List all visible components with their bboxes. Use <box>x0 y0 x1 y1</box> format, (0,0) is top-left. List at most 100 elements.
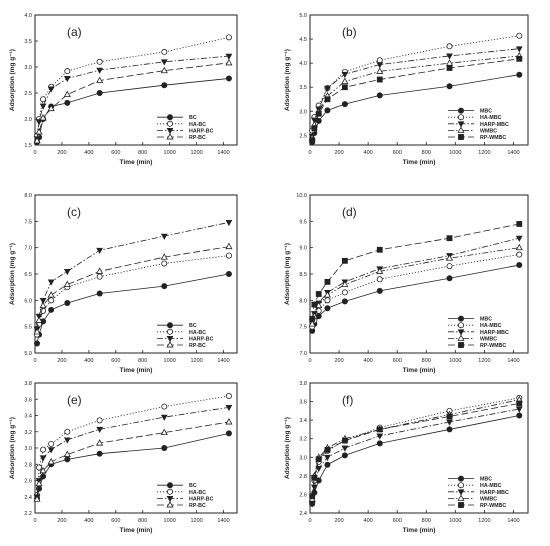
legend-label: MBC <box>480 477 492 483</box>
data-point-ha-bc <box>161 48 168 55</box>
data-point-harp-bc <box>47 447 55 454</box>
data-point-ha-mbc <box>446 43 453 50</box>
x-tick-label: 1200 <box>190 358 202 364</box>
data-point-harp-mbc <box>446 53 453 60</box>
y-tick-label: 6.5 <box>24 272 32 278</box>
data-point-rp-wmbc <box>324 278 331 285</box>
data-point-rp-bc <box>96 76 104 83</box>
legend-label: BC <box>189 483 197 489</box>
legend-marker <box>457 322 464 329</box>
data-point-harp-bc <box>63 268 71 276</box>
x-tick-label: 1000 <box>449 150 461 156</box>
x-tick-label: 600 <box>393 358 402 364</box>
data-point-ha-bc <box>161 260 168 267</box>
y-tick-label: 7.0 <box>24 246 32 252</box>
data-point-rp-wmbc <box>309 137 316 144</box>
data-point-rp-bc <box>160 428 168 436</box>
legend-marker <box>457 107 464 114</box>
data-point-rp-bc <box>225 58 233 66</box>
data-point-wmbc <box>341 280 349 288</box>
y-tick-label: 3.5 <box>24 39 32 45</box>
data-point-mbc <box>341 452 348 459</box>
x-tick-label: 1200 <box>478 358 490 364</box>
series-line-ha-bc <box>36 395 229 496</box>
panel-label: (f) <box>342 393 353 407</box>
data-point-harp-mbc <box>376 433 384 440</box>
data-point-rp-bc <box>96 439 104 446</box>
y-tick-label: 3.2 <box>299 437 307 443</box>
y-tick-label: 2.8 <box>24 462 32 468</box>
data-point-harp-bc <box>160 59 168 66</box>
legend-label: HARP-BC <box>189 128 214 134</box>
y-tick-label: 2.2 <box>24 511 32 517</box>
data-point-rp-wmbc <box>341 437 348 444</box>
data-point-mbc <box>446 275 453 282</box>
plot-frame <box>34 14 238 146</box>
data-point-ha-bc <box>96 58 103 65</box>
data-point-mbc <box>516 412 523 419</box>
y-tick-label: 7.5 <box>24 219 32 225</box>
chart-panel-a: 0 200 400 600 800 1000 1200 1400 1.5 2.0 2.5 3.0 3.5… <box>9 13 238 166</box>
data-point-ha-bc <box>36 464 43 471</box>
data-point-bc <box>64 299 71 306</box>
data-point-rp-wmbc <box>324 96 331 103</box>
series-line-harp-bc <box>36 406 229 497</box>
legend-marker <box>166 488 173 495</box>
x-tick-label: 600 <box>111 358 120 364</box>
x-tick-label: 0 <box>308 150 311 156</box>
data-point-harp-mbc <box>515 406 523 413</box>
data-point-rp-bc <box>47 291 55 298</box>
data-point-rp-wmbc <box>516 400 523 407</box>
data-point-rp-bc <box>39 114 47 121</box>
data-point-rp-wmbc <box>376 426 383 433</box>
data-point-wmbc <box>515 243 523 251</box>
chart-panel-d: 0 200 400 600 800 1000 1200 1400 7.0 7.5 8.0 8.5 9.0… <box>284 193 529 374</box>
data-point-mbc <box>324 305 331 312</box>
x-tick-label: 400 <box>84 358 93 364</box>
legend-marker <box>166 328 173 335</box>
series-line-harp-mbc <box>311 237 520 322</box>
data-point-ha-bc <box>64 68 71 75</box>
chart-panel-b: 0 200 400 600 800 1000 1200 1400 2.5 3.0 3.5 4.0 4.5… <box>284 13 529 166</box>
y-tick-label: 3.4 <box>24 414 32 420</box>
data-point-ha-bc <box>225 34 232 41</box>
data-point-mbc <box>376 440 383 447</box>
y-tick-label: 3.8 <box>299 381 307 387</box>
y-axis-label: Adsorption (mg g⁻¹) <box>9 417 16 479</box>
data-point-rp-wmbc <box>311 301 318 308</box>
x-tick-label: 1400 <box>217 518 229 524</box>
x-tick-label: 400 <box>84 518 93 524</box>
x-axis-label: Time (min) <box>120 159 153 166</box>
y-tick-label: 1.5 <box>24 143 32 149</box>
y-tick-label: 6.0 <box>24 298 32 304</box>
data-point-rp-bc <box>160 66 168 74</box>
data-point-ha-mbc <box>324 297 331 304</box>
data-point-ha-bc <box>48 297 55 304</box>
data-point-rp-wmbc <box>341 257 348 264</box>
y-tick-label: 2.0 <box>24 117 32 123</box>
x-tick-label: 0 <box>308 358 311 364</box>
data-point-ha-bc <box>161 403 168 410</box>
data-point-rp-bc <box>39 466 47 474</box>
panel-label: (e) <box>67 393 82 407</box>
data-point-rp-wmbc <box>315 110 322 117</box>
y-axis-label: Adsorption (mg g⁻¹) <box>284 49 291 111</box>
series-line-ha-bc <box>36 36 230 136</box>
data-point-rp-bc <box>39 301 47 309</box>
legend-label: WMBC <box>480 336 497 342</box>
plot-frame <box>34 382 238 514</box>
data-point-rp-bc <box>225 242 233 250</box>
chart-panel-c: 0 200 400 600 800 1000 1200 1400 5.0 5.5 6.0 6.5 7.0… <box>9 193 238 374</box>
panel-label: (a) <box>67 25 82 39</box>
data-point-mbc <box>341 298 348 305</box>
legend-marker <box>457 329 465 336</box>
data-point-rp-bc <box>63 280 71 288</box>
chart-panel-e: 0 200 400 600 800 1000 1200 1400 2.2 2.4 2.6 2.8 3.0… <box>9 381 238 534</box>
data-point-harp-bc <box>35 119 43 126</box>
chart-panel-f: 0 200 400 600 800 1000 1200 1400 2.4 2.6 2.8 3.0 3.2… <box>284 381 529 534</box>
x-tick-label: 1400 <box>507 150 519 156</box>
legend-marker <box>457 482 464 489</box>
plot-frame <box>309 14 529 146</box>
legend-label: WMBC <box>480 496 497 502</box>
